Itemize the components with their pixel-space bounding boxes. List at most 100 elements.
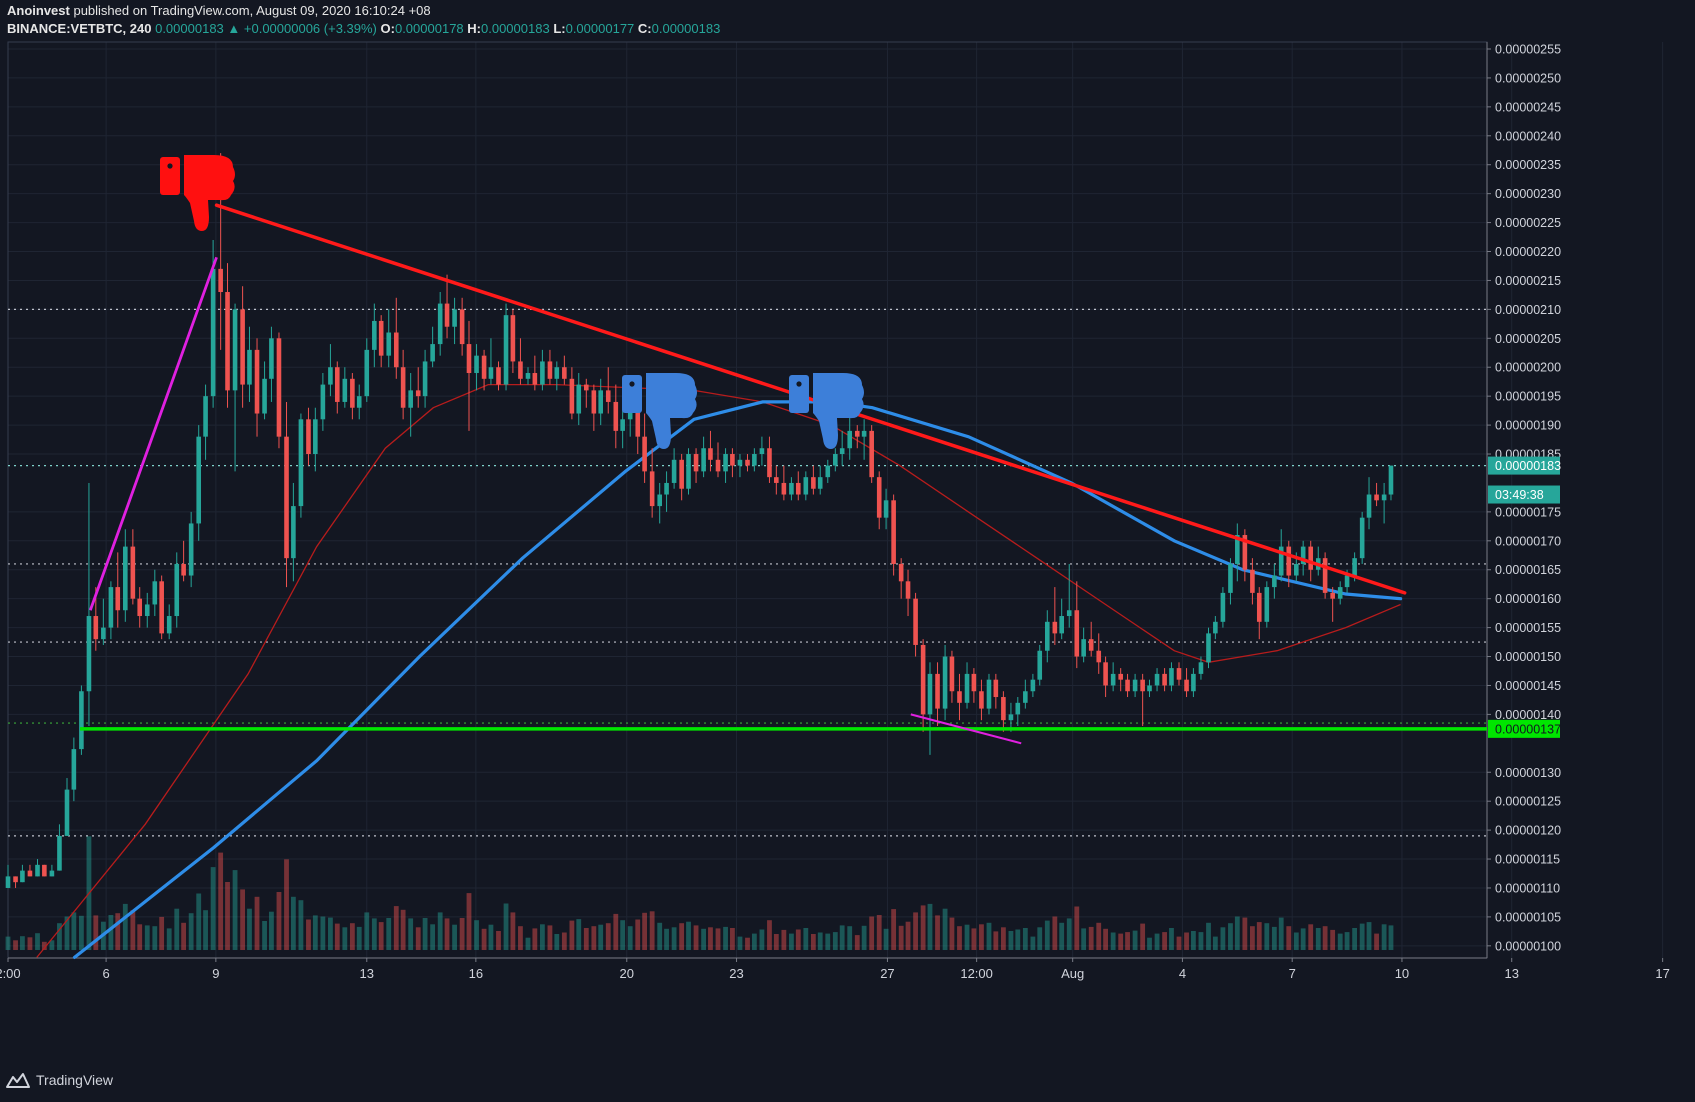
volume-bar [561,932,567,950]
price-axis-label: 0.00000183 [1488,456,1561,475]
candle-body [35,864,40,877]
candle-body [422,361,428,397]
thumb-cuff-dot [167,163,173,169]
volume-bar [459,918,465,950]
candle-body [1272,575,1277,588]
candle-down [1256,587,1262,640]
y-tick-label: 0.00000250 [1495,71,1561,85]
volume-bar [378,922,384,950]
volume-bar [349,923,355,950]
candle-down [1322,552,1328,599]
volume-bar [869,916,875,950]
volume-bar [773,934,779,950]
volume-bar [510,912,516,950]
candle-body [269,338,274,379]
volume-bar [262,921,267,950]
volume-bar [115,913,121,950]
candle-body [291,506,296,559]
candle-down [481,349,487,391]
candle-body [1052,621,1058,634]
candle-up [64,778,70,836]
volume-bar [854,935,860,950]
candle-up [1264,581,1270,628]
candle-up [320,373,326,431]
candle-body [144,604,150,617]
volume-bar [905,921,911,950]
candle-body [745,459,750,466]
volume-bar [269,911,274,950]
volume-bar [276,892,282,950]
candle-down [130,529,136,605]
candle-body [949,656,955,692]
candle-up [328,344,333,397]
volume-bar [437,912,443,950]
candle-body [993,679,999,698]
candle-body [898,563,904,582]
volume-bar [817,932,823,950]
candle-body [1300,546,1306,564]
volume-bar [371,918,377,950]
volume-bar [1322,926,1328,950]
candle-down [979,679,984,721]
candle-body [693,454,699,472]
candle-body [613,401,619,431]
volume-bar [240,889,246,950]
candle-body [1074,610,1080,657]
thumbs-down-icon [789,373,864,449]
candle-up [1206,627,1211,669]
candle-down [42,864,47,877]
volume-bar [196,893,202,950]
y-tick-label: 0.00000145 [1495,679,1561,693]
candle-up [1132,673,1138,698]
candle-body [320,384,326,420]
candle-up [1213,616,1218,640]
candle-body [466,344,472,374]
candle-down [745,454,750,472]
volume-bar [891,909,897,950]
volume-bar [1103,928,1108,950]
candle-body [188,523,194,576]
volume-bar [35,933,40,950]
volume-bar [1125,932,1130,950]
candle-body [488,367,494,379]
candle-up [759,436,765,466]
volume-bar [920,905,926,950]
candle-up [1147,679,1152,698]
volume-bar [1176,936,1182,950]
candle-body [430,344,435,362]
volume-bar [591,926,597,950]
candle-body [437,303,443,345]
candle-body [415,390,421,397]
candle-body [1037,650,1043,680]
candle-body [1154,673,1160,686]
volume-bar [883,928,889,950]
candle-down [1074,581,1080,669]
candle-body [64,789,70,836]
candle-body [891,500,896,564]
candle-body [839,448,845,455]
candle-body [540,361,545,385]
candle-up [1315,546,1321,576]
candle-body [1162,673,1167,686]
brand-name: TradingView [36,1072,114,1088]
candle-body [334,367,340,402]
candle-body [1374,494,1379,501]
author-name[interactable]: Anoinvest [7,3,70,18]
volume-bar [803,928,809,950]
candle-up [525,367,531,385]
candle-body [1176,668,1182,680]
candle-body [532,373,538,385]
candle-up [269,326,274,402]
volume-bar [1118,933,1124,950]
candle-up [942,644,948,721]
volume-bar [122,903,128,950]
candle-up [986,673,992,715]
candle-up [833,448,838,472]
volume-bar [152,926,158,950]
volume-bar [657,922,663,950]
volume-bar [1344,932,1350,950]
candle-up [86,482,92,726]
volume-bar [686,921,691,950]
x-tick-label: 10 [1395,966,1409,981]
